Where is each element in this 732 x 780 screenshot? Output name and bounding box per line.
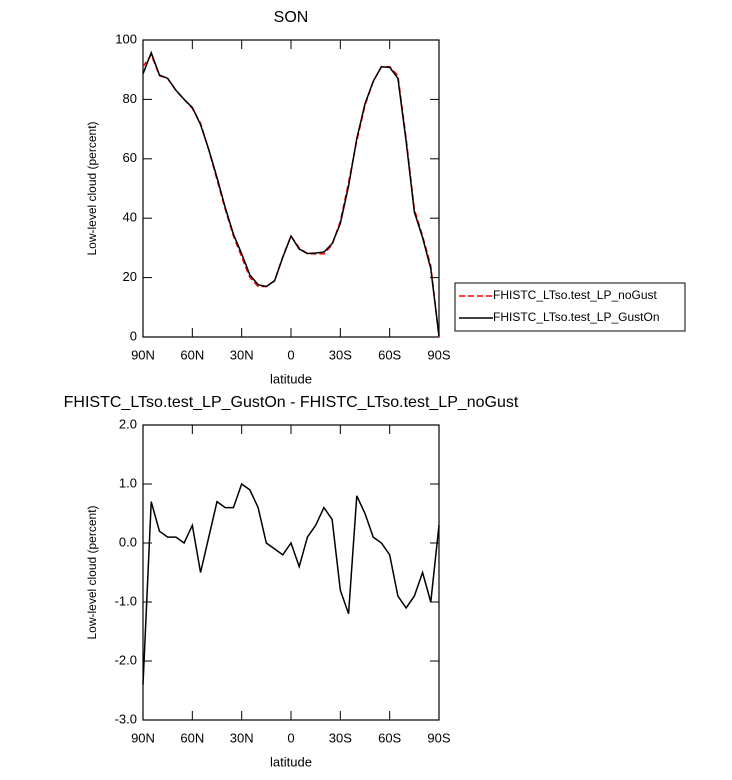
y-tick-label: 0.0 [119, 534, 137, 549]
y-tick-label: -2.0 [115, 652, 137, 667]
plot-frame [142, 39, 440, 338]
x-tick-label: 30S [329, 347, 352, 362]
legend-label: FHISTC_LTso.test_LP_noGust [493, 288, 658, 302]
x-tick-label: 60N [180, 347, 204, 362]
data-line [142, 53, 440, 338]
x-tick-label: 0 [287, 730, 294, 745]
data-line [142, 50, 440, 337]
y-tick-label: 20 [123, 269, 137, 284]
legend-label: FHISTC_LTso.test_LP_GustOn [493, 310, 660, 324]
x-tick-label: 0 [287, 347, 294, 362]
data-line [142, 482, 440, 685]
y-tick-label: -3.0 [115, 711, 137, 726]
x-axis-label: latitude [270, 754, 312, 769]
chart-title: FHISTC_LTso.test_LP_GustOn - FHISTC_LTso… [64, 394, 519, 411]
x-axis-label: latitude [270, 371, 312, 386]
y-tick-label: 0 [130, 328, 137, 343]
x-tick-label: 30N [230, 730, 254, 745]
x-tick-label: 30S [329, 730, 352, 745]
x-tick-label: 60S [378, 347, 401, 362]
y-tick-label: 60 [123, 150, 137, 165]
y-tick-label: 80 [123, 91, 137, 106]
y-axis-label: Low-level cloud (percent) [85, 505, 99, 639]
x-tick-label: 30N [230, 347, 254, 362]
x-tick-label: 90S [427, 730, 450, 745]
x-tick-label: 90N [131, 730, 155, 745]
y-tick-label: 2.0 [119, 416, 137, 431]
plot-frame [142, 424, 440, 721]
y-tick-label: 1.0 [119, 475, 137, 490]
x-tick-label: 60N [180, 730, 204, 745]
legend-box [454, 282, 686, 332]
y-axis-label: Low-level cloud (percent) [85, 121, 99, 255]
x-tick-label: 60S [378, 730, 401, 745]
x-tick-label: 90N [131, 347, 155, 362]
chart-title: SON [274, 9, 309, 26]
x-tick-label: 90S [427, 347, 450, 362]
y-tick-label: 100 [115, 31, 137, 46]
y-tick-label: 40 [123, 210, 137, 225]
y-tick-label: -1.0 [115, 593, 137, 608]
